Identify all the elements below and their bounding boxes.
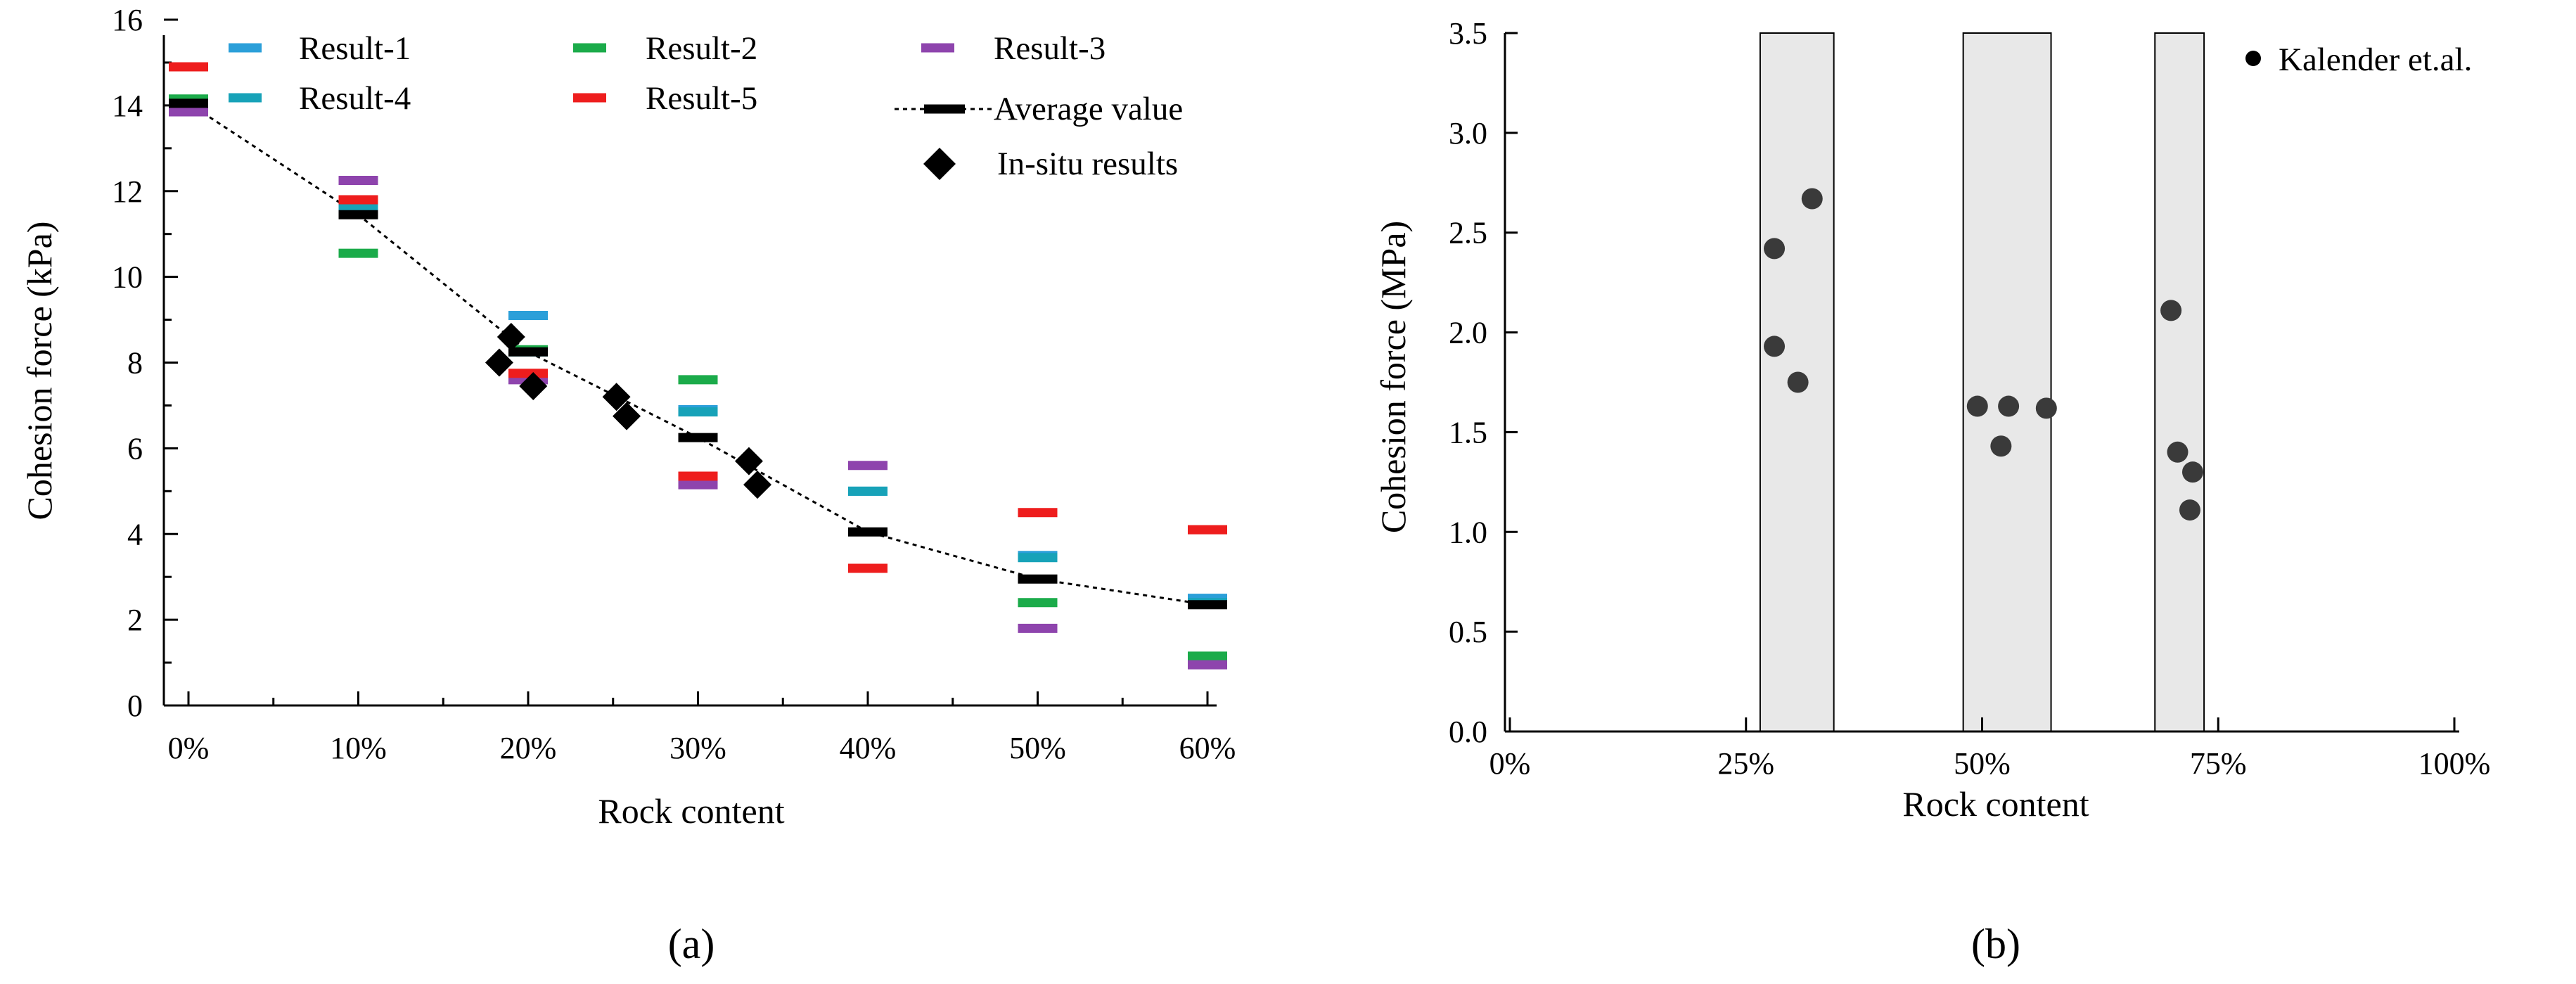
panel-b-y-tick-label: 2.5: [1449, 216, 1487, 250]
panel-b-points: [1764, 188, 2203, 521]
legend-label-kalender: Kalender et.al.: [2279, 41, 2472, 78]
mark-in-situ-results: [496, 322, 525, 351]
panel-a-y-tick-label: 8: [127, 346, 143, 381]
panel-b-y-tick-label: 0.5: [1449, 615, 1487, 649]
panel-b-x-ticks: 0% 25% 50% 75% 100%: [1489, 717, 2491, 781]
panel-b-bands: [1759, 32, 2205, 732]
panel-a-y-tick-label: 10: [112, 260, 143, 295]
mark-kalender-et-al: [2167, 441, 2189, 463]
panel-a-x-tick-label: 40%: [840, 731, 897, 765]
mark-kalender-et-al: [1990, 435, 2012, 457]
mark-in-situ-results: [734, 447, 763, 475]
panel-b-x-tick-label: 50%: [1954, 746, 2011, 781]
mark-kalender-et-al: [1787, 371, 1809, 393]
panel-b-y-tick-label: 0.0: [1449, 715, 1487, 749]
mark-in-situ-results: [613, 402, 641, 430]
panel-a-y-axis-label: Cohesion force (kPa): [20, 222, 59, 520]
panel-b-y-tick-label: 3.0: [1449, 116, 1487, 151]
legend-item-in-situ-results: In-situ results: [923, 146, 1178, 182]
legend-item-result-3: Result-3: [921, 30, 1106, 67]
legend-label-result-4: Result-4: [299, 80, 411, 117]
panel-a-axes: [162, 35, 1217, 707]
legend-label-result-2: Result-2: [646, 30, 757, 67]
panel-a-y-tick-label: 12: [112, 174, 143, 209]
panel-a-x-ticks: 0% 10% 20% 30% 40% 50% 60%: [168, 691, 1236, 765]
panel-b-y-tick-label: 1.5: [1449, 415, 1487, 449]
panel-b-legend: Kalender et.al.: [2245, 41, 2472, 78]
legend-item-result-1: Result-1: [229, 30, 411, 67]
panel-b-x-tick-label: 75%: [2190, 746, 2247, 781]
panel-b-x-tick-label: 25%: [1717, 746, 1774, 781]
panel-a-marks: [169, 62, 1227, 670]
panel-b-label: (b): [1971, 921, 2020, 967]
panel-a-x-tick-label: 50%: [1009, 731, 1066, 765]
mark-kalender-et-al: [2179, 499, 2200, 521]
mark-kalender-et-al: [2181, 461, 2203, 483]
legend-item-average-value: Average value: [895, 91, 1183, 127]
mark-kalender-et-al: [1998, 395, 2020, 417]
panel-a-y-tick-label: 14: [112, 89, 143, 123]
panel-a-y-tick-label: 6: [127, 431, 143, 466]
panel-a-x-tick-label: 0%: [168, 731, 210, 765]
mark-kalender-et-al: [1764, 238, 1786, 260]
panel-b-x-tick-label: 100%: [2418, 746, 2491, 781]
panel-a-y-tick-label: 16: [112, 3, 143, 37]
panel-b-x-axis-label: Rock content: [1902, 784, 2089, 824]
panel-a-x-tick-label: 30%: [669, 731, 726, 765]
panel-a-insitu-points: [485, 322, 772, 499]
mark-kalender-et-al: [2035, 397, 2057, 419]
mark-kalender-et-al: [1966, 395, 1988, 417]
panel-a-legend: Result-1 Result-2 Result-3 Result-4 Resu…: [229, 30, 1183, 182]
rock-content-band: [2154, 32, 2205, 732]
legend-item-result-2: Result-2: [573, 30, 757, 67]
mark-kalender-et-al: [1801, 188, 1823, 210]
mark-kalender-et-al: [1764, 336, 1786, 357]
panel-a-x-tick-label: 20%: [500, 731, 557, 765]
panel-b-x-tick-label: 0%: [1489, 746, 1531, 781]
panel-b-y-ticks: 0.0 0.5 1.0 1.5 2.0 2.5 3.0 3.5: [1449, 16, 1518, 749]
legend-label-result-5: Result-5: [646, 80, 757, 117]
panel-b-y-tick-label: 1.0: [1449, 515, 1487, 549]
mark-kalender-et-al: [2160, 300, 2182, 321]
panel-a-x-tick-label: 10%: [330, 731, 387, 765]
legend-label-in-situ-results: In-situ results: [997, 146, 1178, 182]
panel-a-label: (a): [668, 921, 715, 967]
panel-a-x-axis-label: Rock content: [598, 791, 784, 831]
legend-item-result-4: Result-4: [229, 80, 411, 117]
legend-label-result-3: Result-3: [994, 30, 1106, 67]
panel-b: 0% 25% 50% 75% 100% 0.0 0.5 1.0 1.5 2.0 2.5 3.0 3.5…: [1373, 16, 2490, 967]
legend-swatch-in-situ-results: [923, 148, 956, 180]
mark-in-situ-results: [485, 348, 513, 377]
panel-a-y-tick-label: 2: [127, 603, 143, 637]
panel-a-y-tick-label: 0: [127, 689, 143, 723]
legend-swatch-kalender: [2245, 51, 2261, 66]
legend-item-result-5: Result-5: [573, 80, 757, 117]
panel-a-y-tick-label: 4: [127, 517, 143, 551]
mark-in-situ-results: [519, 372, 548, 401]
rock-content-band: [1962, 32, 2052, 732]
panel-a-x-tick-label: 60%: [1179, 731, 1236, 765]
panel-b-y-tick-label: 2.0: [1449, 316, 1487, 350]
mark-in-situ-results: [602, 383, 631, 411]
mark-in-situ-results: [743, 471, 772, 499]
legend-label-average-value: Average value: [994, 91, 1183, 127]
legend-label-result-1: Result-1: [299, 30, 411, 67]
panel-a-y-ticks: 0 2 4 6 8 10 12 14 16: [112, 3, 178, 723]
panel-b-y-axis-label: Cohesion force (MPa): [1373, 221, 1413, 533]
panel-a: 0% 10% 20% 30% 40% 50% 60% 0 2 4 6 8 10 12 14 16 Cohes…: [20, 3, 1236, 967]
panel-b-y-tick-label: 3.5: [1449, 16, 1487, 51]
